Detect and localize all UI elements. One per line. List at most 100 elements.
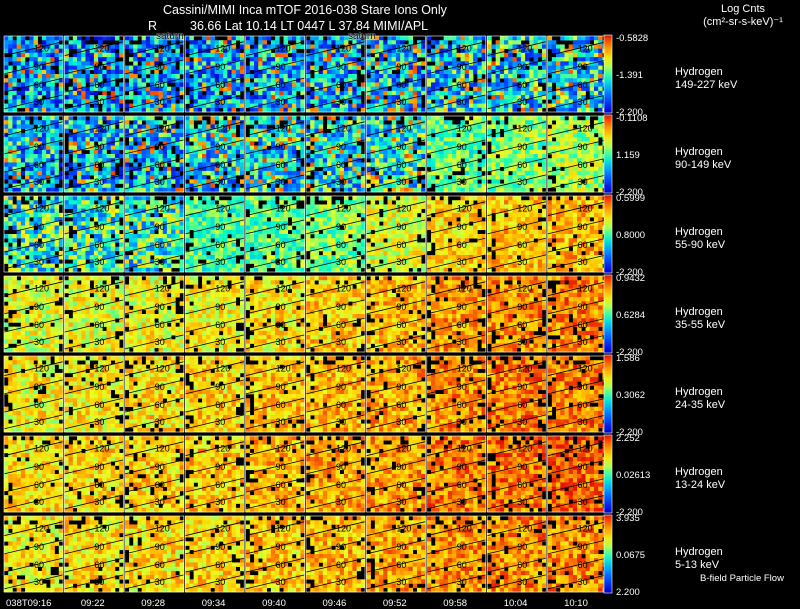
heatmap-panel: 120 90 60 30: [366, 35, 426, 113]
contour-label: 30: [457, 577, 467, 587]
heatmap-panel: 120 90 60 30: [124, 275, 185, 353]
contour-label: 120: [34, 284, 49, 294]
contour-label: 120: [34, 124, 49, 134]
contour-label: 60: [215, 320, 225, 330]
contour-label: 90: [94, 302, 104, 312]
colorbar-max-label: -0.5828: [616, 33, 649, 44]
contour-label: 90: [94, 542, 104, 552]
contour-label: 120: [396, 284, 411, 294]
energy-range-label: 55-90 keV: [675, 239, 726, 251]
contour-label: 60: [94, 560, 104, 570]
contour-label: 120: [34, 44, 49, 54]
contour-label: 60: [336, 560, 346, 570]
contour-label: 30: [94, 97, 104, 107]
contour-label: 60: [517, 400, 527, 410]
contour-label: 120: [578, 524, 593, 534]
contour-label: 120: [396, 524, 411, 534]
heatmap-panel: 120 90 60 30: [3, 195, 64, 273]
contour-label: 120: [155, 524, 170, 534]
contour-label: 90: [215, 542, 225, 552]
contour-label: 90: [396, 382, 406, 392]
contour-label: 120: [155, 204, 170, 214]
contour-label: 120: [34, 524, 49, 534]
time-tick-label: 09:46: [322, 598, 347, 609]
colorbar-min-label: -2.200: [616, 507, 643, 518]
colorbar: [604, 435, 612, 513]
colorbar: [604, 515, 612, 593]
contour-label: 60: [34, 560, 44, 570]
contour-label: 90: [396, 142, 406, 152]
contour-label: 90: [155, 462, 165, 472]
contour-label: 90: [578, 62, 588, 72]
heatmap-panel: 120 90 60 30: [486, 195, 547, 273]
contour-label: 30: [276, 257, 286, 267]
species-label: Hydrogen: [675, 66, 723, 78]
contour-label: 30: [457, 497, 467, 507]
contour-label: 120: [215, 44, 230, 54]
contour-label: 120: [396, 44, 411, 54]
contour-label: 60: [276, 480, 286, 490]
contour-label: 60: [457, 480, 467, 490]
colorbar-min-label: -2.200: [616, 267, 643, 278]
species-energy-label: Hydrogen 24-35 keV: [675, 386, 725, 412]
contour-label: 60: [155, 160, 165, 170]
contour-label: 120: [276, 284, 291, 294]
energy-range-label: 35-55 keV: [675, 319, 726, 331]
contour-label: 30: [396, 337, 406, 347]
contour-label: 90: [276, 142, 286, 152]
contour-label: 60: [276, 320, 286, 330]
contour-label: 60: [336, 240, 346, 250]
contour-label: 60: [215, 80, 225, 90]
species-energy-label: Hydrogen 35-55 keV: [675, 306, 725, 332]
contour-label: 60: [336, 400, 346, 410]
contour-label: 120: [457, 44, 472, 54]
colorbar-max-label: -0.1108: [616, 113, 648, 124]
colorbar-min-label: -2.200: [616, 427, 643, 438]
contour-label: 120: [94, 44, 109, 54]
contour-label: 60: [276, 400, 286, 410]
contour-label: 30: [396, 97, 406, 107]
contour-label: 60: [578, 400, 588, 410]
contour-label: 90: [517, 62, 527, 72]
contour-label: 120: [94, 284, 109, 294]
heatmap-panel: 120 90 60 30: [64, 195, 124, 273]
contour-label: 90: [276, 62, 286, 72]
contour-label: 90: [34, 222, 44, 232]
contour-label: 120: [336, 204, 351, 214]
contour-label: 30: [336, 97, 346, 107]
contour-label: 60: [94, 80, 104, 90]
contour-label: 60: [94, 160, 104, 170]
contour-label: 90: [336, 302, 346, 312]
colorbar-min-label: -2.200: [616, 187, 643, 198]
contour-label: 60: [94, 480, 104, 490]
energy-range-label: 24-35 keV: [675, 399, 726, 411]
colorbar: [604, 275, 612, 353]
contour-label: 60: [578, 480, 588, 490]
contour-label: 120: [94, 444, 109, 454]
contour-label: 30: [517, 497, 527, 507]
contour-label: 120: [215, 284, 230, 294]
title-orbit-info: 36.66 Lat 10.14 LT 0447 L 37.84 MIMI/APL: [190, 19, 429, 33]
contour-label: 60: [215, 480, 225, 490]
contour-label: 90: [396, 302, 406, 312]
heatmap-panel: 120 90 60 30: [64, 355, 124, 433]
heatmap-panel: 120 90 60 30: [245, 115, 305, 193]
contour-label: 30: [578, 417, 588, 427]
colorbar-max-label: 0.9432: [616, 273, 646, 284]
contour-label: 120: [578, 124, 593, 134]
colorbar: [604, 115, 612, 193]
heatmap-panel: 120 90 60 30: [184, 435, 245, 513]
contour-label: 120: [578, 204, 593, 214]
title-r-label: R: [148, 19, 158, 33]
contour-label: 120: [215, 524, 230, 534]
contour-label: 60: [215, 400, 225, 410]
contour-label: 30: [578, 97, 588, 107]
contour-label: 30: [517, 577, 527, 587]
contour-label: 30: [94, 417, 104, 427]
heatmap-panel: 120 90 60 30: [547, 195, 607, 273]
contour-label: 60: [34, 320, 44, 330]
contour-label: 30: [34, 417, 44, 427]
contour-label: 120: [578, 444, 593, 454]
contour-label: 30: [155, 177, 165, 187]
heatmap-panel: 120 90 60 30: [547, 35, 607, 113]
